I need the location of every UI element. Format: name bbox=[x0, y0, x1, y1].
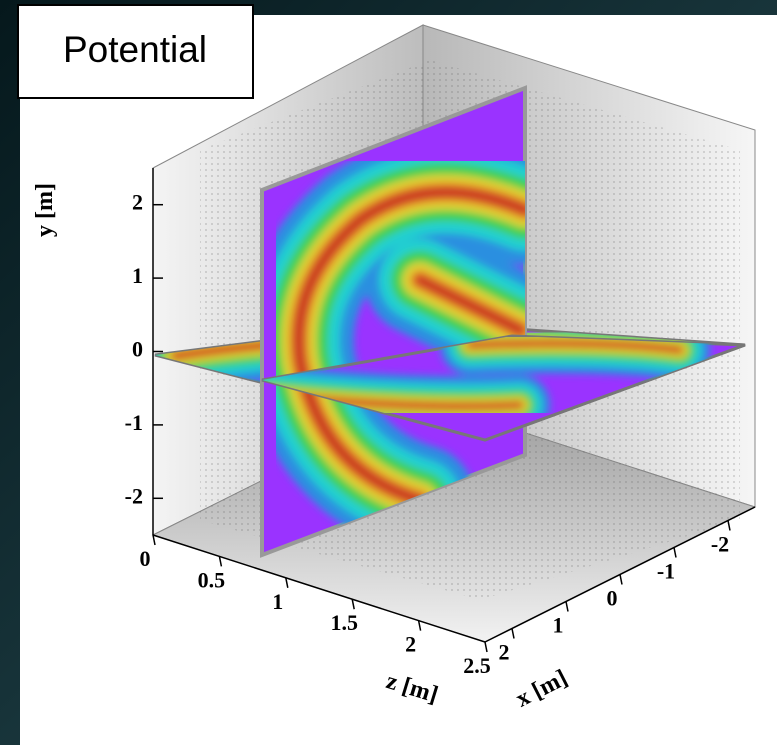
chart: y [m] z [m] x [m] Potential 210-1-200.51… bbox=[0, 0, 777, 745]
x-tick-label: 1 bbox=[553, 613, 564, 638]
x-tick-label: -2 bbox=[711, 532, 729, 557]
z-tick-label: 0 bbox=[140, 546, 151, 571]
z-tick-label: 1.5 bbox=[330, 610, 358, 635]
x-tick-label: -1 bbox=[657, 559, 675, 584]
x-tick-label: 0 bbox=[607, 586, 618, 611]
chart-title: Potential bbox=[63, 29, 207, 70]
z-tick-label: 2 bbox=[405, 632, 416, 657]
z-tick-label: 1 bbox=[272, 589, 283, 614]
y-tick-label: -2 bbox=[125, 483, 143, 508]
x-tick-label: 2 bbox=[499, 640, 510, 665]
y-tick-label: 0 bbox=[132, 337, 143, 362]
y-tick-label: 1 bbox=[132, 263, 143, 288]
y-axis-title: y [m] bbox=[32, 183, 58, 237]
z-tick-label: 2.5 bbox=[463, 653, 491, 678]
y-tick-label: 2 bbox=[132, 190, 143, 215]
y-tick-label: -1 bbox=[125, 410, 143, 435]
z-tick-label: 0.5 bbox=[198, 567, 226, 592]
